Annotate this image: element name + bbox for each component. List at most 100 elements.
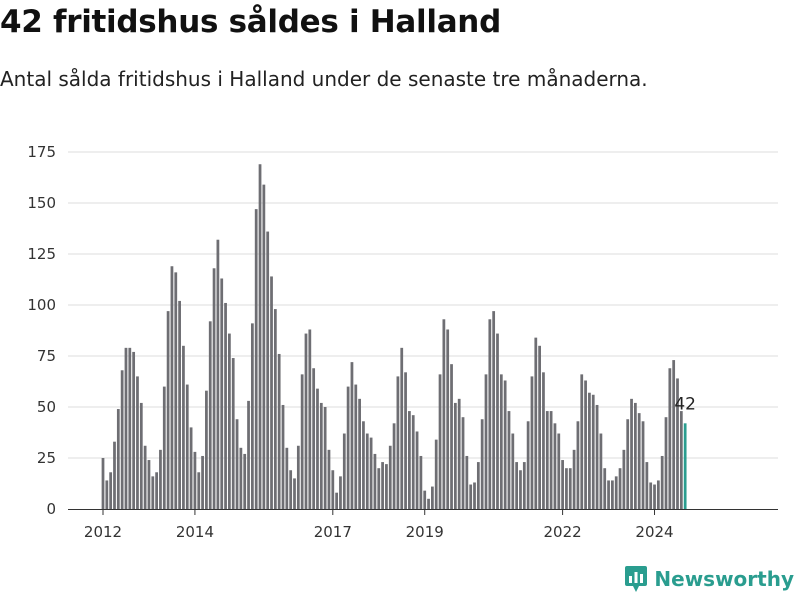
bar — [312, 368, 316, 509]
bar — [434, 439, 438, 509]
bar — [522, 462, 526, 509]
bar — [369, 437, 373, 509]
bar — [538, 345, 541, 509]
bar — [599, 433, 603, 509]
bar — [381, 462, 384, 509]
bar — [132, 351, 136, 509]
bar — [258, 164, 262, 510]
bar — [113, 441, 116, 509]
bar — [572, 449, 576, 509]
bar — [231, 358, 235, 509]
bar — [453, 402, 457, 509]
bar — [446, 329, 450, 509]
bar — [327, 449, 331, 509]
bar — [607, 480, 610, 509]
bar — [319, 402, 323, 509]
bar — [155, 472, 158, 509]
bar — [147, 460, 151, 509]
bar — [388, 445, 392, 509]
bar — [193, 451, 197, 509]
bar — [480, 419, 484, 509]
bar — [626, 419, 630, 509]
bar — [273, 309, 277, 509]
bar — [622, 449, 626, 509]
bar — [457, 398, 461, 509]
bar — [611, 480, 614, 509]
bar — [105, 480, 109, 509]
labels: 0 25 50 75 100 125 150 175 2012 2014 2017 2019 2022 2… — [27, 143, 696, 541]
bar — [461, 417, 465, 509]
bar — [530, 376, 534, 509]
bar — [392, 423, 396, 509]
bar — [331, 470, 335, 509]
x-tick-label: 2024 — [635, 523, 673, 541]
bar — [423, 490, 427, 509]
bar — [630, 398, 633, 509]
bar — [618, 468, 622, 509]
bar — [653, 484, 656, 509]
x-tick-label: 2012 — [84, 523, 122, 541]
bar — [185, 384, 189, 509]
bar — [431, 486, 434, 509]
bar — [588, 392, 591, 509]
x-tick-label: 2019 — [406, 523, 444, 541]
y-tick-label: 150 — [27, 194, 56, 212]
bar — [515, 462, 519, 509]
bar — [507, 411, 511, 509]
bar — [676, 378, 679, 509]
bar — [208, 321, 212, 509]
bar — [262, 184, 266, 509]
bar — [239, 447, 243, 509]
bar — [174, 272, 178, 509]
bar — [545, 411, 549, 509]
bar — [220, 278, 224, 509]
bar — [216, 239, 220, 509]
bar — [289, 470, 293, 509]
bar — [664, 417, 668, 509]
y-tick-label: 0 — [46, 500, 56, 518]
bar — [499, 374, 503, 509]
bar — [614, 476, 618, 509]
chart-title: 42 fritidshus såldes i Halland — [0, 4, 501, 40]
bar — [488, 319, 492, 509]
bar — [519, 470, 522, 509]
bar — [411, 415, 415, 509]
bar — [465, 455, 469, 509]
bar — [557, 433, 561, 509]
bar — [469, 484, 473, 509]
bar — [159, 449, 162, 509]
bar — [476, 462, 480, 509]
bar — [365, 433, 369, 509]
bar — [178, 300, 181, 509]
bar — [250, 323, 254, 509]
bar — [568, 468, 572, 509]
bar — [339, 476, 342, 509]
bar — [109, 472, 113, 509]
bar — [243, 453, 247, 509]
y-tick-label: 125 — [27, 245, 56, 263]
y-tick-label: 25 — [37, 449, 56, 467]
bar — [503, 380, 507, 509]
bar — [362, 421, 365, 509]
bar — [116, 409, 120, 509]
brand-logo: Newsworthy — [624, 564, 794, 594]
bar — [235, 419, 239, 509]
bar — [101, 458, 105, 509]
bar — [254, 209, 258, 509]
bar — [197, 472, 201, 509]
y-tick-label: 100 — [27, 296, 56, 314]
bar — [565, 468, 568, 509]
highlighted-bar — [683, 423, 687, 509]
bar — [205, 390, 208, 509]
bar — [438, 374, 442, 509]
bar — [679, 411, 683, 509]
y-tick-label: 75 — [37, 347, 56, 365]
bar — [442, 319, 446, 509]
bar — [277, 353, 281, 509]
bar — [473, 482, 476, 509]
axes — [68, 509, 778, 515]
y-tick-label: 50 — [37, 398, 56, 416]
bar — [649, 482, 653, 509]
bar — [668, 368, 672, 509]
